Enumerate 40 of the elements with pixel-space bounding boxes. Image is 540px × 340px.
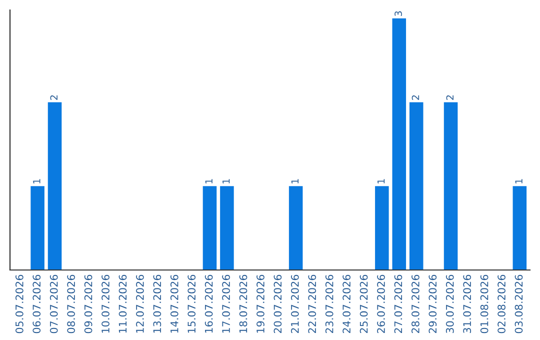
x-tick-label: 11.07.2026 xyxy=(118,274,127,333)
x-tick-label: 31.07.2026 xyxy=(463,274,472,334)
x-tick-label: 25.07.2026 xyxy=(360,274,368,334)
x-tick-label: 14.07.2026 xyxy=(170,274,178,333)
x-tick-label: 26.07.2026 xyxy=(377,274,385,334)
x-tick-label: 27.07.2026 xyxy=(394,274,402,334)
x-tick-label: 21.07.2026 xyxy=(290,274,299,334)
x-tick-label: 03.08.2026 xyxy=(514,274,523,334)
x-tick-label: 24.07.2026 xyxy=(342,274,351,334)
x-tick-label: 15.07.2026 xyxy=(188,274,196,333)
data-label: 3 xyxy=(394,11,402,16)
x-tick-label: 05.07.2026 xyxy=(15,274,24,334)
data-label: 1 xyxy=(291,179,299,184)
x-tick-label: 10.07.2026 xyxy=(102,274,110,333)
x-tick-label: 28.07.2026 xyxy=(412,274,420,334)
x-tick-label: 29.07.2026 xyxy=(428,274,437,334)
x-tick-label: 20.07.2026 xyxy=(274,274,282,334)
x-tick-label: 02.08.2026 xyxy=(498,274,506,334)
data-label: 2 xyxy=(412,95,420,100)
x-tick-label: 08.07.2026 xyxy=(67,274,76,334)
x-tick-label: 23.07.2026 xyxy=(325,274,334,334)
x-tick-label: 01.08.2026 xyxy=(480,274,488,334)
x-tick-label: 16.07.2026 xyxy=(204,274,213,333)
data-label: 1 xyxy=(515,179,522,184)
data-label: 1 xyxy=(378,179,385,184)
x-tick-label: 13.07.2026 xyxy=(153,274,162,333)
x-tick-label: 09.07.2026 xyxy=(84,274,92,334)
data-label: 2 xyxy=(446,95,454,100)
data-label: 2 xyxy=(50,95,58,100)
data-label: 1 xyxy=(222,179,230,184)
x-tick-label: 30.07.2026 xyxy=(446,274,454,334)
x-tick-label: 06.07.2026 xyxy=(32,274,41,334)
x-tick-label: 17.07.2026 xyxy=(222,274,230,333)
x-tick-label: 19.07.2026 xyxy=(256,274,264,333)
data-label: 1 xyxy=(205,179,212,184)
data-label: 1 xyxy=(33,179,40,184)
x-tick-label: 18.07.2026 xyxy=(239,274,248,333)
x-tick-label: 12.07.2026 xyxy=(136,274,144,333)
x-tick-label: 22.07.2026 xyxy=(308,274,316,334)
x-tick-label: 07.07.2026 xyxy=(50,274,58,334)
